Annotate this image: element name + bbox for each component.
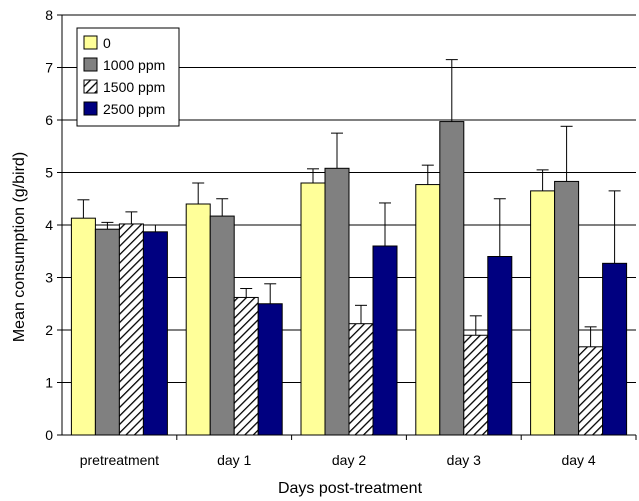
bar bbox=[415, 184, 441, 436]
legend-swatch bbox=[83, 35, 98, 50]
bar bbox=[209, 215, 235, 436]
legend-label: 1000 ppm bbox=[103, 57, 165, 73]
bar bbox=[348, 323, 374, 436]
bar bbox=[372, 245, 398, 436]
bar bbox=[487, 256, 513, 436]
bar bbox=[257, 303, 283, 436]
bar bbox=[185, 203, 211, 436]
bar bbox=[439, 121, 465, 436]
y-tick-label: 0 bbox=[45, 427, 53, 443]
bar bbox=[142, 231, 168, 436]
x-tick-label: day 2 bbox=[332, 452, 366, 468]
legend-label: 1500 ppm bbox=[103, 79, 165, 95]
y-tick-label: 6 bbox=[45, 112, 53, 128]
bar bbox=[118, 223, 144, 436]
y-tick-label: 1 bbox=[45, 375, 53, 391]
y-tick-label: 4 bbox=[45, 217, 53, 233]
bar bbox=[300, 182, 326, 436]
bar bbox=[602, 262, 628, 436]
y-tick-label: 7 bbox=[45, 60, 53, 76]
legend-label: 2500 ppm bbox=[103, 101, 165, 117]
error-bars bbox=[77, 59, 621, 347]
bar bbox=[463, 334, 489, 436]
legend-swatch bbox=[83, 57, 98, 72]
y-tick-label: 2 bbox=[45, 322, 53, 338]
x-tick-label: day 4 bbox=[561, 452, 595, 468]
bar bbox=[94, 228, 120, 436]
y-tick-label: 8 bbox=[45, 7, 53, 23]
bar bbox=[324, 167, 350, 436]
y-tick-labels: 0 1 2 3 4 5 6 7 8 bbox=[45, 7, 53, 443]
x-tick-label: day 3 bbox=[447, 452, 481, 468]
x-tick-label: day 1 bbox=[217, 452, 251, 468]
bar bbox=[530, 190, 556, 436]
bars bbox=[70, 121, 628, 436]
y-axis-title: Mean consumption (g/bird) bbox=[11, 152, 28, 342]
x-axis-title: Days post-treatment bbox=[278, 480, 423, 497]
legend: 0 1000 ppm 1500 ppm 2500 ppm bbox=[76, 27, 180, 127]
legend-swatch bbox=[83, 101, 98, 116]
bar bbox=[554, 180, 580, 436]
x-tick-label: pretreatment bbox=[80, 452, 159, 468]
bar bbox=[578, 346, 604, 436]
bar bbox=[70, 217, 96, 436]
y-tick-label: 3 bbox=[45, 270, 53, 286]
axes bbox=[57, 14, 637, 440]
legend-label: 0 bbox=[103, 35, 111, 51]
x-tick-labels: pretreatment day 1 day 2 day 3 day 4 bbox=[80, 452, 596, 468]
y-tick-label: 5 bbox=[45, 165, 53, 181]
legend-swatch bbox=[83, 79, 98, 94]
bar bbox=[233, 296, 259, 436]
